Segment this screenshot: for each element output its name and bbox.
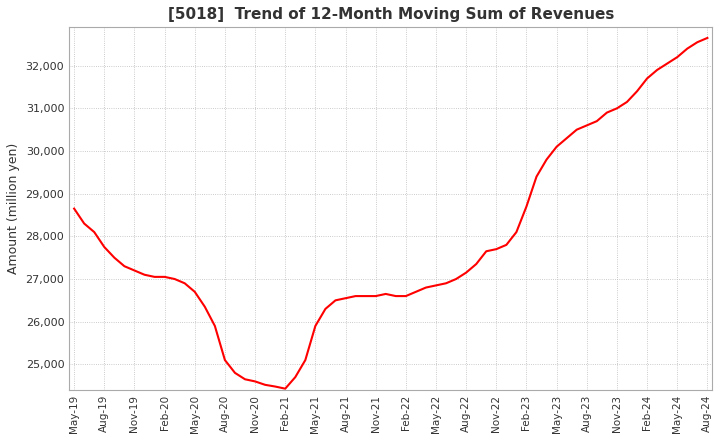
Title: [5018]  Trend of 12-Month Moving Sum of Revenues: [5018] Trend of 12-Month Moving Sum of R… bbox=[168, 7, 614, 22]
Y-axis label: Amount (million yen): Amount (million yen) bbox=[7, 143, 20, 274]
